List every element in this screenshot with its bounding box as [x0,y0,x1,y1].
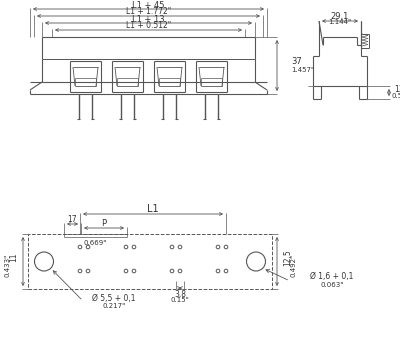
Text: 11: 11 [10,253,18,262]
Text: 0.531": 0.531" [391,94,400,99]
Text: 17: 17 [67,215,77,223]
Text: 29,1: 29,1 [331,13,349,22]
Text: 0.669": 0.669" [84,240,107,246]
Text: L1: L1 [147,204,159,214]
Text: 3,8: 3,8 [174,290,186,298]
Text: L1 + 1.772": L1 + 1.772" [126,7,171,16]
Text: 1.457": 1.457" [291,67,314,73]
Text: L1 + 45: L1 + 45 [132,0,165,9]
Text: 0.217": 0.217" [102,303,126,309]
Text: L1 + 0.512": L1 + 0.512" [126,22,171,30]
Text: P: P [102,218,106,228]
Text: 0.063": 0.063" [320,282,344,288]
Text: 0.433": 0.433" [5,254,11,277]
Text: Ø 1,6 + 0,1: Ø 1,6 + 0,1 [310,273,354,282]
Text: 37: 37 [291,57,302,66]
Text: 1.144": 1.144" [328,19,352,25]
Text: Ø 5,5 + 0,1: Ø 5,5 + 0,1 [92,294,136,303]
Text: L1 + 13: L1 + 13 [132,15,165,23]
Text: 12,5: 12,5 [284,249,292,266]
Bar [28,234,272,289]
Text: 0.15": 0.15" [171,297,189,303]
Text: 0.492": 0.492" [291,254,297,277]
Text: 13,5: 13,5 [394,85,400,94]
